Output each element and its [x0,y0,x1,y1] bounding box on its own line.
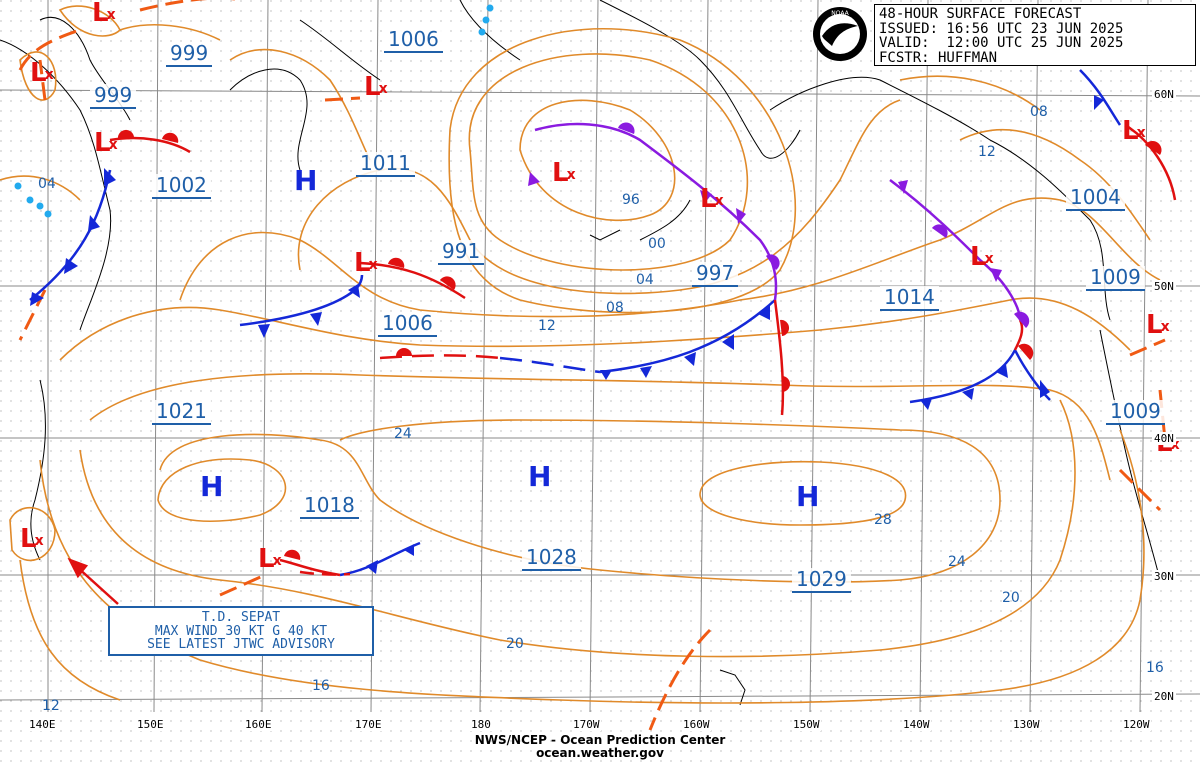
pressure-center-value: 997 [692,262,739,287]
low-pressure-symbol: Lx [970,242,994,272]
isobar-label: 20 [1002,590,1020,606]
pressure-center-value: 1029 [792,568,851,593]
warm-front-bumps [117,129,1162,560]
isobar-label: 96 [622,192,640,208]
latitude-label: 50N [1152,280,1176,293]
high-pressure-symbol: H [294,164,318,197]
footer: NWS/NCEP - Ocean Prediction Center ocean… [0,734,1200,760]
longitude-label: 130W [1012,718,1041,731]
isobar-label: 16 [1146,660,1164,676]
high-pressure-symbol: H [528,460,552,493]
pressure-center-value: 1028 [522,546,581,571]
tropical-depression-advisory: T.D. SEPAT MAX WIND 30 KT G 40 KT SEE LA… [108,606,374,656]
longitude-label: 140E [28,718,57,731]
isobar-label: 00 [648,236,666,252]
longitude-label: 170W [572,718,601,731]
pressure-center-value: 1004 [1066,186,1125,211]
longitude-label: 160W [682,718,711,731]
longitude-label: 180 [470,718,492,731]
isobar-label: 12 [978,144,996,160]
advisory-name: T.D. SEPAT [201,610,281,625]
low-pressure-symbol: Lx [552,158,576,188]
pressure-center-value: 999 [90,84,137,109]
longitude-label: 140W [902,718,931,731]
longitude-label: 160E [244,718,273,731]
header-title: 48-HOUR SURFACE FORECAST [879,6,1082,22]
stationary-front [299,354,601,576]
cold-fronts [29,69,1122,577]
coastlines [0,0,1161,706]
isobar-label: 08 [1030,104,1048,120]
ice-edge [14,4,494,218]
isobar-label: 28 [874,512,892,528]
isobar-label: 12 [42,698,60,714]
isobar-label: 24 [948,554,966,570]
pressure-center-value: 1014 [880,286,939,311]
header-valid: VALID: 12:00 UTC 25 JUN 2025 [879,35,1124,51]
low-pressure-symbol: Lx [700,184,724,214]
isobar-label: 04 [636,272,654,288]
isobar-label: 12 [538,318,556,334]
occluded-front-symbols [528,122,1030,328]
forecast-header: 48-HOUR SURFACE FORECAST ISSUED: 16:56 UT… [874,4,1196,66]
advisory-max-wind: MAX WIND 30 KT G 40 KT [154,623,328,639]
isobar-label: 20 [506,636,524,652]
pressure-center-value: 999 [166,42,213,67]
low-pressure-symbol: Lx [354,248,378,278]
low-pressure-symbol: Lx [30,58,54,88]
cold-front-triangles [30,95,1104,574]
pressure-center-value: 1018 [300,494,359,519]
pressure-center-value: 1006 [378,312,437,337]
longitude-label: 120W [1122,718,1151,731]
isobar-label: 24 [394,426,412,442]
low-pressure-symbol: Lx [1122,116,1146,146]
isobar-label: 08 [606,300,624,316]
pressure-center-value: 1009 [1106,400,1165,425]
pressure-center-value: 991 [438,240,485,265]
high-pressure-symbol: H [200,470,224,503]
isobar-label: 04 [38,176,56,192]
latitude-label: 20N [1152,690,1176,703]
isobar-labels: 04 96 00 04 08 12 08 12 24 28 24 20 20 1… [38,104,1164,714]
low-pressure-symbol: Lx [94,128,118,158]
footer-website: ocean.weather.gov [536,746,664,760]
noaa-logo: NOAA [813,7,867,61]
longitude-label: 150E [136,718,165,731]
longitude-label: 170E [354,718,383,731]
isobar-label: 16 [312,678,330,694]
longitude-label: 150W [792,718,821,731]
latitude-label: 60N [1152,88,1176,101]
latitude-label: 30N [1152,570,1176,583]
pressure-center-value: 1009 [1086,266,1145,291]
storm-track-arrow [67,557,119,605]
latitude-label: 40N [1152,432,1176,445]
advisory-note: SEE LATEST JTWC ADVISORY [147,637,335,652]
low-pressure-symbol: Lx [1146,310,1170,340]
header-forecaster: FCSTR: HUFFMAN [879,49,998,66]
pressure-center-value: 1006 [384,28,443,53]
pressure-center-value: 1002 [152,174,211,199]
high-pressure-symbol: H [796,480,820,513]
low-pressure-symbol: Lx [92,0,116,28]
graticule [0,0,1200,713]
pressure-center-value: 1021 [152,400,211,425]
low-pressure-symbol: Lx [258,544,282,574]
low-pressure-symbol: Lx [20,524,44,554]
footer-agency: NWS/NCEP - Ocean Prediction Center [474,733,726,747]
noaa-logo-text: NOAA [831,10,849,17]
low-pressure-symbol: Lx [364,72,388,102]
pressure-center-value: 1011 [356,152,415,177]
header-issued: ISSUED: 16:56 UTC 23 JUN 2025 [879,20,1124,37]
